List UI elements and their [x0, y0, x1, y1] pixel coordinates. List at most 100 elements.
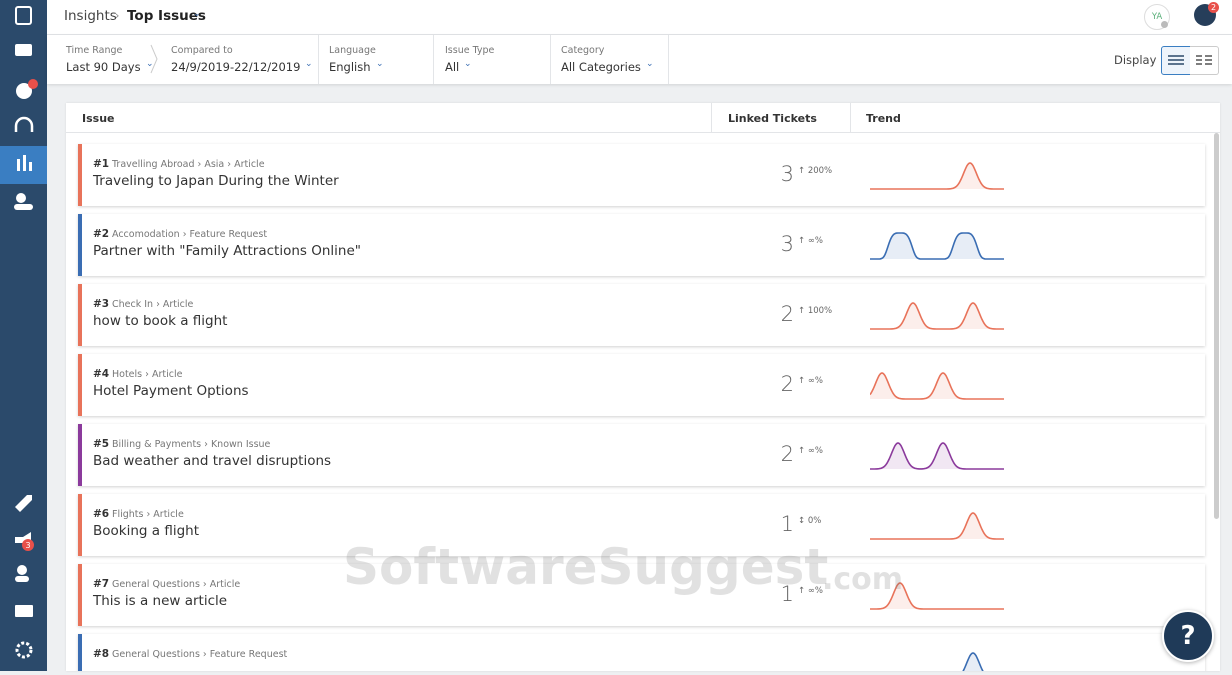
- ticket-change: ↑ 200%: [798, 166, 833, 176]
- icon-launch[interactable]: [15, 495, 32, 512]
- ticket-change: ↕ 0%: [798, 516, 822, 526]
- sparkline-line: [870, 442, 1004, 470]
- sparkline-area: [870, 583, 1004, 609]
- filter[interactable]: Time Range Last 90 Days ⌄: [66, 35, 176, 84]
- grid-view-toggle[interactable]: [1190, 46, 1219, 75]
- range-chevron: [150, 44, 158, 74]
- filter[interactable]: Category All Categories ⌄: [561, 35, 671, 84]
- filter-label: Language: [329, 45, 376, 56]
- linked-tickets: 2: [780, 442, 794, 466]
- sparkline-line: [962, 652, 984, 671]
- grid-icon: [1196, 55, 1212, 65]
- avatar[interactable]: YA: [1144, 4, 1170, 30]
- filter[interactable]: Compared to 24/9/2019-22/12/2019 ⌄: [171, 35, 313, 84]
- issue-path: Accomodation › Feature Request: [112, 229, 268, 240]
- filter-divider: [433, 35, 434, 84]
- filter-divider: [550, 35, 551, 84]
- linked-tickets: 1: [780, 512, 794, 536]
- ticket-change: ↑ ∞%: [798, 376, 823, 386]
- col-divider: [711, 103, 712, 132]
- page-title[interactable]: Top Issues: [127, 8, 206, 24]
- ticket-change: ↑ ∞%: [798, 236, 823, 246]
- icon-insights: [29, 162, 32, 171]
- filter-label: Compared to: [171, 45, 233, 56]
- issue-title[interactable]: This is a new article: [93, 593, 228, 609]
- issue-row[interactable]: #3 Check In › Article how to book a flight…: [78, 284, 1205, 346]
- issue-title[interactable]: Bad weather and travel disruptions: [93, 453, 332, 469]
- breadcrumb[interactable]: Insights: [64, 8, 117, 24]
- watermark-suffix: .com: [822, 562, 904, 597]
- trend-sparkline: [962, 652, 984, 671]
- filter-label: Time Range: [66, 45, 123, 56]
- filter-value: All: [445, 60, 460, 74]
- column-header[interactable]: Linked Tickets: [728, 112, 817, 125]
- filter-label: Category: [561, 45, 605, 56]
- column-header[interactable]: Issue: [82, 112, 115, 125]
- trend-sparkline: [870, 232, 1004, 260]
- issue-path: General Questions › Feature Request: [112, 649, 288, 660]
- linked-tickets: 1: [780, 582, 794, 606]
- issue-row[interactable]: #2 Accomodation › Feature Request Partner …: [78, 214, 1205, 276]
- column-header[interactable]: Trend: [866, 112, 901, 125]
- display-label: Display: [1114, 53, 1157, 67]
- table-header: [66, 103, 1220, 133]
- issue-title[interactable]: how to book a flight: [93, 313, 228, 329]
- issue-row[interactable]: #4 Hotels › Article Hotel Payment Options 2…: [78, 354, 1205, 416]
- icon-chat[interactable]: [16, 83, 32, 99]
- issue-row[interactable]: #8 General Questions › Feature Request: [78, 634, 1205, 671]
- filter-value: English: [329, 60, 371, 74]
- issue-path: Travelling Abroad › Asia › Article: [112, 159, 265, 170]
- scrollbar[interactable]: [1214, 133, 1219, 519]
- linked-tickets: 2: [780, 302, 794, 326]
- icon-users[interactable]: [16, 193, 26, 203]
- filter-caret: ⌄: [464, 59, 472, 69]
- icon-conversations[interactable]: [15, 44, 32, 56]
- icon-agents[interactable]: [17, 565, 27, 575]
- issue-rank: #7: [93, 578, 110, 590]
- trend-sparkline: [870, 512, 1004, 540]
- watermark: SoftwareSuggest: [343, 538, 829, 596]
- title-caret[interactable]: ⌄: [193, 9, 201, 19]
- col-divider: [850, 103, 851, 132]
- notification-count: 2: [1208, 2, 1219, 13]
- issue-rank: #2: [93, 228, 110, 240]
- filter-divider: [668, 35, 669, 84]
- sparkline-area: [870, 443, 1004, 469]
- trend-sparkline: [870, 442, 1004, 470]
- issue-title[interactable]: Partner with "Family Attractions Online": [93, 243, 361, 259]
- icon-settings[interactable]: [15, 641, 33, 659]
- issue-rank: #6: [93, 508, 110, 520]
- icon-insights: [23, 155, 26, 171]
- sparkline-line: [870, 582, 1004, 610]
- issue-title[interactable]: Traveling to Japan During the Winter: [93, 173, 339, 189]
- sparkline-area: [870, 373, 1004, 399]
- issue-row[interactable]: #5 Billing & Payments › Known Issue Bad we…: [78, 424, 1205, 486]
- icon-support[interactable]: [14, 116, 34, 132]
- issue-row[interactable]: #7 General Questions › Article This is a n…: [78, 564, 1205, 626]
- list-view-toggle[interactable]: [1161, 46, 1191, 75]
- issue-rank: #5: [93, 438, 110, 450]
- sparkline-line: [870, 232, 1004, 260]
- filter[interactable]: Language English ⌄: [329, 35, 439, 84]
- help-button[interactable]: ?: [1162, 610, 1214, 662]
- issue-title[interactable]: Hotel Payment Options: [93, 383, 249, 399]
- issue-row[interactable]: #6 Flights › Article Booking a flight 1 ↕ 0%: [78, 494, 1205, 556]
- icon-display[interactable]: [15, 605, 33, 617]
- icon-insights[interactable]: [17, 159, 20, 171]
- sidebar: 3: [0, 0, 47, 671]
- sparkline-area: [870, 163, 1004, 189]
- issue-title[interactable]: Booking a flight: [93, 523, 200, 539]
- issue-row[interactable]: #1 Travelling Abroad › Asia › Article Trav…: [78, 144, 1205, 206]
- sparkline-area: [963, 653, 983, 671]
- chat-dot: [28, 79, 38, 89]
- filter-value: All Categories: [561, 60, 641, 74]
- trend-sparkline: [870, 372, 1004, 400]
- list-icon: [1168, 55, 1184, 65]
- trend-sparkline: [870, 582, 1004, 610]
- filter-divider: [318, 35, 319, 84]
- linked-tickets: 3: [780, 162, 794, 186]
- filter[interactable]: Issue Type All ⌄: [445, 35, 555, 84]
- breadcrumb-separator: ›: [115, 9, 120, 22]
- icon-knowledge[interactable]: [15, 6, 32, 25]
